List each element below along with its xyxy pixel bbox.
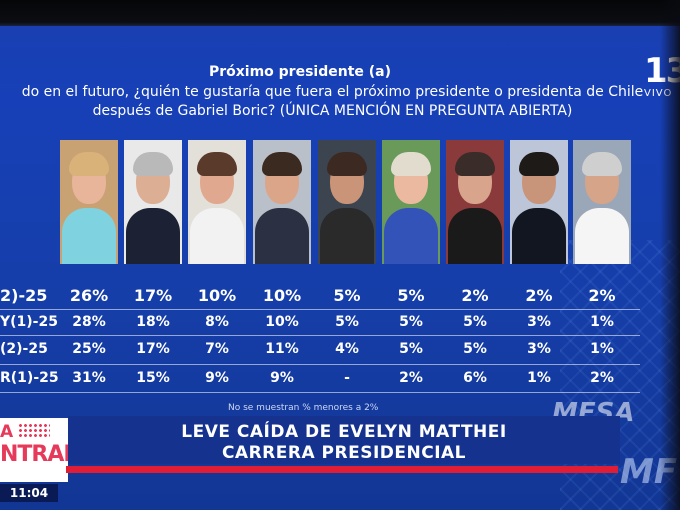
result-cell: 5% bbox=[463, 341, 487, 357]
brand-top-text: A bbox=[0, 422, 13, 442]
candidate-hair-icon bbox=[519, 152, 559, 176]
candidate-body-icon bbox=[190, 208, 244, 264]
headline-red-bar bbox=[66, 466, 618, 473]
candidate-body-icon bbox=[512, 208, 566, 264]
live-label: VIVO bbox=[644, 88, 673, 99]
result-cell: 7% bbox=[205, 341, 229, 357]
result-cell: 3% bbox=[527, 341, 551, 357]
result-cell: - bbox=[344, 370, 350, 386]
candidate-photo-4 bbox=[253, 140, 311, 264]
result-cell: 2% bbox=[461, 286, 489, 305]
result-cell: 9% bbox=[270, 370, 294, 386]
candidate-photo-8 bbox=[510, 140, 568, 264]
result-cell: 25% bbox=[72, 341, 106, 357]
row-divider bbox=[0, 335, 640, 336]
result-cell: 5% bbox=[399, 341, 423, 357]
result-cell: 10% bbox=[197, 286, 237, 305]
clock: 11:04 bbox=[0, 484, 58, 502]
candidate-hair-icon bbox=[197, 152, 237, 176]
candidate-body-icon bbox=[575, 208, 629, 264]
footnote: No se muestran % menores a 2% bbox=[228, 403, 379, 413]
row-label: Y(1)-25 bbox=[0, 314, 58, 330]
headline-line-2: CARRERA PRESIDENCIAL bbox=[221, 443, 467, 463]
tv-bezel-top bbox=[0, 0, 680, 26]
result-cell: 26% bbox=[69, 286, 109, 305]
tv-bezel-right bbox=[660, 0, 680, 510]
row-label: (2)-25 bbox=[0, 341, 48, 357]
result-cell: 1% bbox=[527, 370, 551, 386]
candidate-hair-icon bbox=[455, 152, 495, 176]
candidate-body-icon bbox=[320, 208, 374, 264]
candidate-photo-9 bbox=[573, 140, 631, 264]
result-cell: 3% bbox=[527, 314, 551, 330]
result-cell: 18% bbox=[136, 314, 170, 330]
result-cell: 28% bbox=[72, 314, 106, 330]
candidate-hair-icon bbox=[391, 152, 431, 176]
result-cell: 9% bbox=[205, 370, 229, 386]
candidate-hair-icon bbox=[69, 152, 109, 176]
candidate-photo-6 bbox=[382, 140, 440, 264]
candidate-photo-2 bbox=[124, 140, 182, 264]
row-divider bbox=[0, 392, 640, 393]
candidate-body-icon bbox=[126, 208, 180, 264]
brand-dots-icon bbox=[18, 423, 50, 437]
candidate-hair-icon bbox=[582, 152, 622, 176]
result-cell: 1% bbox=[590, 341, 614, 357]
candidate-body-icon bbox=[448, 208, 502, 264]
result-cell: 17% bbox=[133, 286, 173, 305]
headline-line-1: LEVE CAÍDA DE EVELYN MATTHEI bbox=[181, 422, 507, 442]
result-cell: 5% bbox=[333, 286, 361, 305]
result-cell: 17% bbox=[136, 341, 170, 357]
survey-title: Próximo presidente (a) bbox=[208, 64, 392, 80]
row-divider bbox=[0, 309, 640, 310]
candidate-photo-1 bbox=[60, 140, 118, 264]
candidate-photo-3 bbox=[188, 140, 246, 264]
result-cell: 31% bbox=[72, 370, 106, 386]
survey-question: do en el futuro, ¿quién te gustaría que … bbox=[0, 83, 665, 121]
brand-bottom-text: NTRAL bbox=[0, 442, 77, 467]
candidate-body-icon bbox=[62, 208, 116, 264]
result-cell: 2% bbox=[525, 286, 553, 305]
survey-question-line-2: después de Gabriel Boric? (ÚNICA MENCIÓN… bbox=[92, 103, 573, 119]
candidate-photo-5 bbox=[318, 140, 376, 264]
headline-banner: LEVE CAÍDA DE EVELYN MATTHEI CARRERA PRE… bbox=[68, 416, 620, 464]
candidate-body-icon bbox=[384, 208, 438, 264]
result-cell: 5% bbox=[397, 286, 425, 305]
result-cell: 11% bbox=[265, 341, 299, 357]
result-cell: 15% bbox=[136, 370, 170, 386]
result-cell: 2% bbox=[399, 370, 423, 386]
channel-brand-box: A NTRAL bbox=[0, 418, 77, 482]
result-cell: 10% bbox=[265, 314, 299, 330]
survey-question-line-1: do en el futuro, ¿quién te gustaría que … bbox=[21, 84, 644, 100]
result-cell: 2% bbox=[588, 286, 616, 305]
candidate-hair-icon bbox=[327, 152, 367, 176]
row-label: R(1)-25 bbox=[0, 370, 59, 386]
result-cell: 5% bbox=[463, 314, 487, 330]
row-divider bbox=[0, 364, 640, 365]
candidate-hair-icon bbox=[262, 152, 302, 176]
candidate-body-icon bbox=[255, 208, 309, 264]
result-cell: 4% bbox=[335, 341, 359, 357]
result-cell: 10% bbox=[262, 286, 302, 305]
result-cell: 8% bbox=[205, 314, 229, 330]
result-cell: 5% bbox=[399, 314, 423, 330]
result-cell: 2% bbox=[590, 370, 614, 386]
candidate-photo-7 bbox=[446, 140, 504, 264]
row-label: 2)-25 bbox=[0, 286, 48, 305]
result-cell: 6% bbox=[463, 370, 487, 386]
result-cell: 1% bbox=[590, 314, 614, 330]
result-cell: 5% bbox=[335, 314, 359, 330]
candidate-hair-icon bbox=[133, 152, 173, 176]
